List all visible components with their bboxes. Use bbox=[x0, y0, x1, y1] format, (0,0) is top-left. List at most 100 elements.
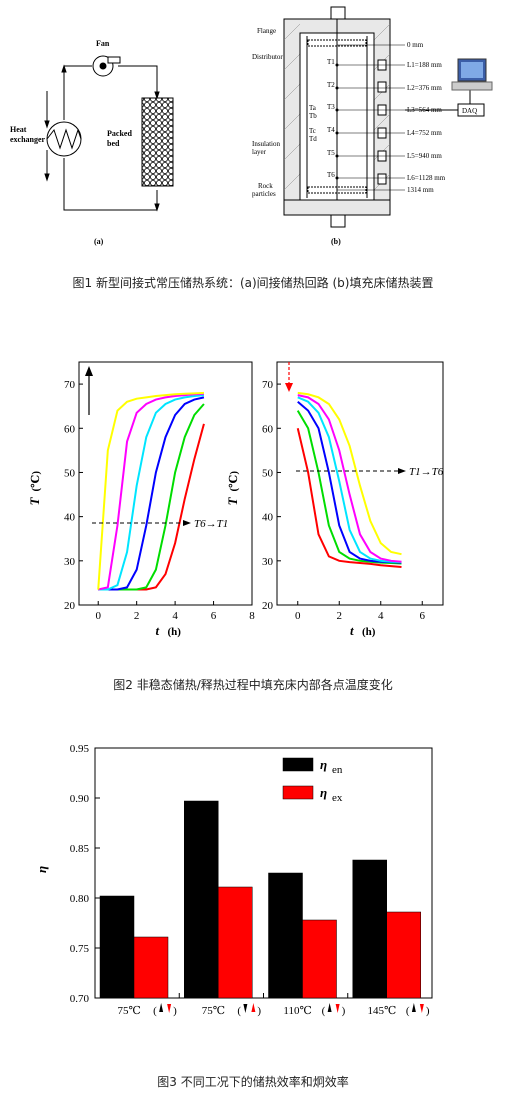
rock-label-2: particles bbox=[252, 190, 276, 198]
series-line bbox=[97, 391, 204, 590]
height-label: 1314 mm bbox=[407, 186, 434, 194]
height-label: 0 mm bbox=[407, 41, 424, 49]
up-arrow-icon bbox=[85, 366, 93, 415]
bar bbox=[352, 859, 387, 999]
annotation-left: T6→T1 bbox=[194, 518, 228, 530]
temperature-chart-discharging: 20 30 40 50 60 70 0 2 4 6 t (h) T (℃) bbox=[225, 361, 444, 638]
x-axis-unit: (h) bbox=[362, 626, 376, 638]
paren: ) bbox=[173, 1005, 177, 1017]
arrow-up-icon bbox=[159, 1003, 164, 1012]
series-line bbox=[98, 423, 205, 591]
sensor-label: Tb bbox=[309, 112, 317, 120]
distributor-label: Distributor bbox=[252, 53, 283, 61]
plot-frame bbox=[276, 361, 444, 606]
sensor-label: T2 bbox=[327, 81, 335, 89]
x-tick-label: 2 bbox=[134, 610, 140, 622]
y-tick-label: 0.75 bbox=[70, 943, 90, 955]
x-tick-label: 0 bbox=[95, 610, 101, 622]
y-axis-label: T bbox=[27, 497, 42, 506]
series-line bbox=[297, 391, 402, 556]
paren: ( bbox=[322, 1005, 326, 1017]
y-tick-label: 0.85 bbox=[70, 843, 90, 855]
sensor-label: Tc bbox=[309, 127, 316, 135]
annotation-arrow bbox=[296, 468, 406, 474]
y-tick-label: 70 bbox=[262, 379, 274, 391]
y-tick-label: 0.80 bbox=[70, 893, 90, 905]
x-tick-label: 2 bbox=[337, 610, 343, 622]
x-axis-unit: (h) bbox=[168, 626, 182, 638]
y-tick-label: 40 bbox=[262, 512, 274, 524]
insulation-label-1: Insulation bbox=[252, 140, 280, 148]
efficiency-bar-chart: 0.70 0.75 0.80 0.85 0.90 0.95 75℃ () 75℃ () 110℃ ()… bbox=[34, 743, 433, 1017]
x-tick-label: 0 bbox=[295, 610, 301, 622]
figure-1-caption: 图1 新型间接式常压储热系统：(a)间接储热回路 (b)填充床储热装置 bbox=[72, 276, 434, 290]
bar bbox=[184, 800, 219, 999]
y-tick-label: 20 bbox=[64, 600, 76, 612]
height-label: L1=188 mm bbox=[407, 61, 442, 69]
series-line bbox=[297, 401, 402, 564]
legend-swatch bbox=[282, 785, 314, 800]
flow-arrow bbox=[61, 64, 67, 73]
flow-arrow bbox=[154, 203, 160, 212]
rock-label-1: Rock bbox=[258, 182, 273, 190]
y-axis-label: η bbox=[34, 866, 49, 873]
bar bbox=[386, 911, 421, 999]
x-tick-label: 6 bbox=[420, 610, 426, 622]
figure-2-caption: 图2 非稳态储热/释热过程中填充床内部各点温度变化 bbox=[113, 678, 393, 692]
y-tick-label: 40 bbox=[64, 512, 76, 524]
height-labels: 0 mm L1=188 mm L2=376 mm L3=564 mm L4=75… bbox=[407, 41, 446, 194]
figure-3: 0.70 0.75 0.80 0.85 0.90 0.95 75℃ () 75℃ () 110℃ ()… bbox=[34, 743, 433, 1017]
category-label: 110℃ bbox=[283, 1005, 311, 1017]
packed-bed-icon bbox=[141, 97, 174, 187]
fan-label: Fan bbox=[96, 39, 110, 48]
category-label: 145℃ bbox=[367, 1005, 396, 1017]
y-tick-label: 0.90 bbox=[70, 793, 90, 805]
x-tick-label: 4 bbox=[378, 610, 384, 622]
annotation-right: T1→T6 bbox=[409, 466, 444, 478]
series-line bbox=[296, 428, 402, 569]
y-tick-label: 70 bbox=[64, 379, 76, 391]
sensor-label: Td bbox=[309, 135, 317, 143]
sensor-label: T4 bbox=[327, 126, 335, 134]
arrow-down-icon bbox=[243, 1004, 248, 1013]
height-label: L6=1128 mm bbox=[407, 174, 446, 182]
y-axis-label: T bbox=[225, 497, 240, 506]
y-tick-label: 0.70 bbox=[70, 993, 90, 1005]
bar bbox=[218, 886, 253, 999]
figure-3-caption: 图3 不同工况下的储热效率和炯效率 bbox=[157, 1075, 349, 1089]
arrow-down-icon bbox=[167, 1004, 172, 1013]
computer-icon bbox=[451, 58, 493, 91]
flow-arrow bbox=[154, 91, 160, 100]
height-label: L2=376 mm bbox=[407, 84, 442, 92]
sensor-label: T1 bbox=[327, 58, 335, 66]
x-tick-label: 4 bbox=[172, 610, 178, 622]
heat-exchanger-icon bbox=[46, 121, 82, 157]
y-tick-label: 0.95 bbox=[70, 743, 90, 755]
legend-subscript: en bbox=[332, 764, 343, 776]
x-axis-label: t bbox=[350, 623, 354, 638]
annotation-arrow bbox=[92, 520, 191, 526]
insulation-label-2: layer bbox=[252, 148, 267, 156]
sensor-label: T5 bbox=[327, 149, 335, 157]
arrow-up-icon bbox=[411, 1003, 416, 1012]
legend-swatch bbox=[282, 757, 314, 772]
down-arrow-icon bbox=[285, 362, 293, 392]
sensor-label: T6 bbox=[327, 171, 335, 179]
fan-icon bbox=[92, 55, 121, 77]
arrow-up-icon bbox=[327, 1003, 332, 1012]
series-line bbox=[98, 396, 205, 591]
x-tick-label: 6 bbox=[211, 610, 217, 622]
figure-1b-label: (b) bbox=[331, 237, 341, 246]
bar bbox=[302, 919, 337, 999]
paren: ( bbox=[153, 1005, 157, 1017]
y-axis-unit: (℃) bbox=[30, 471, 42, 492]
packed-bed-apparatus bbox=[283, 6, 485, 228]
height-label: L3=564 mm bbox=[407, 106, 442, 114]
bar bbox=[268, 872, 303, 999]
circuit-diagram bbox=[44, 64, 160, 212]
series-line bbox=[98, 394, 205, 591]
legend-label: η bbox=[320, 757, 327, 772]
legend-subscript: ex bbox=[332, 792, 343, 804]
y-tick-label: 30 bbox=[64, 556, 76, 568]
arrow-down-icon bbox=[419, 1004, 424, 1013]
